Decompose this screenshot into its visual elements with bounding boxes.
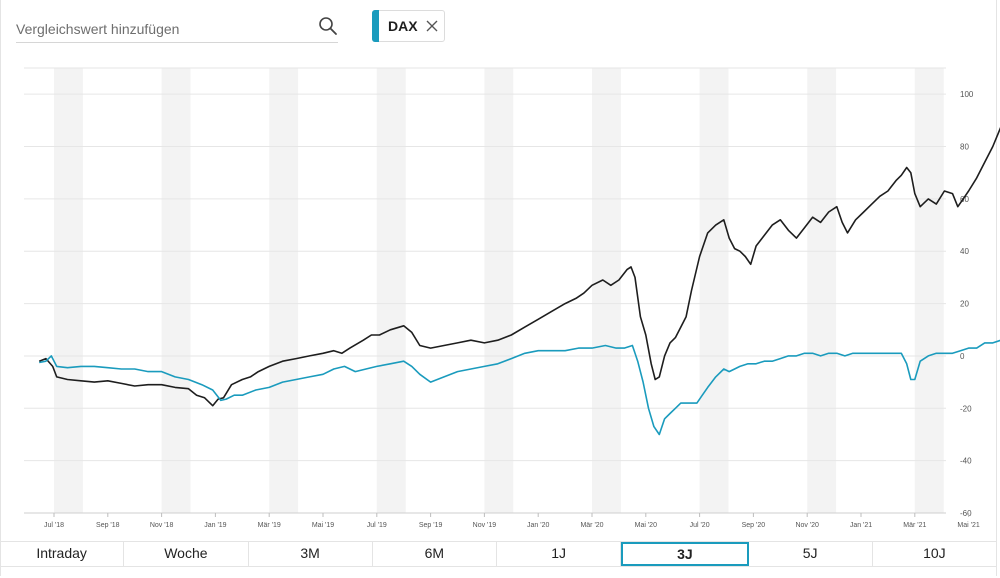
y-tick-label: -20 xyxy=(960,404,972,413)
timeframe-tabs: Intraday Woche 3M 6M 1J 3J 5J 10J xyxy=(0,541,996,567)
y-tick-label: -60 xyxy=(960,509,972,518)
x-tick-label: Mai '19 xyxy=(312,522,334,529)
x-tick-label: Nov '20 xyxy=(795,522,819,529)
x-tick-label: Jul '19 xyxy=(367,522,387,529)
chip-label: DAX xyxy=(388,18,418,34)
y-tick-label: 60 xyxy=(960,195,969,204)
dax-chip: DAX xyxy=(372,10,445,42)
month-band xyxy=(484,68,514,513)
month-band xyxy=(376,68,406,513)
x-tick-label: Mai '21 xyxy=(957,522,979,529)
close-icon[interactable] xyxy=(426,20,438,32)
tab-woche[interactable]: Woche xyxy=(124,542,249,566)
search-icon[interactable] xyxy=(318,16,338,36)
month-band xyxy=(592,68,621,513)
y-tick-label: -40 xyxy=(960,457,972,466)
month-band xyxy=(161,68,191,513)
x-tick-label: Sep '20 xyxy=(742,522,766,529)
month-band xyxy=(699,68,729,513)
chip-color-bar xyxy=(372,10,379,42)
x-tick-label: Mai '20 xyxy=(635,522,657,529)
tab-10j[interactable]: 10J xyxy=(923,545,946,561)
compare-search xyxy=(16,14,338,43)
series-line-0 xyxy=(38,126,1000,407)
x-tick-label: Jan '19 xyxy=(204,522,226,529)
x-tick-label: Jul '18 xyxy=(44,522,64,529)
tab-3j[interactable]: 3J xyxy=(621,542,749,566)
month-band xyxy=(269,68,299,513)
tab-1j[interactable]: 1J xyxy=(497,542,622,566)
y-tick-label: 20 xyxy=(960,300,969,309)
x-tick-label: Nov '18 xyxy=(150,522,174,529)
month-band xyxy=(914,68,944,513)
x-tick-label: Nov '19 xyxy=(473,522,497,529)
y-tick-label: 0 xyxy=(960,352,965,361)
tab-5j[interactable]: 5J xyxy=(749,542,873,566)
y-tick-label: 100 xyxy=(960,90,974,99)
month-band xyxy=(54,68,83,513)
x-tick-label: Jan '20 xyxy=(527,522,549,529)
x-tick-label: Sep '18 xyxy=(96,522,120,529)
x-tick-label: Mär '20 xyxy=(580,522,603,529)
tab-3m[interactable]: 3M xyxy=(249,542,373,566)
y-tick-label: 80 xyxy=(960,143,969,152)
series-line-1 xyxy=(39,339,1000,436)
performance-chart: 100 80 60 40 20 0 -20 -40 -60 Jul '18 Sep '18 Nov '… xyxy=(24,67,1000,529)
tab-intraday[interactable]: Intraday xyxy=(0,542,125,566)
y-tick-label: 40 xyxy=(960,247,969,256)
month-band xyxy=(807,68,837,513)
x-tick-label: Mär '19 xyxy=(258,522,281,529)
x-tick-label: Mär '21 xyxy=(903,522,926,529)
tab-6m[interactable]: 6M xyxy=(373,542,497,566)
search-input[interactable] xyxy=(16,21,306,37)
x-tick-label: Jul '20 xyxy=(690,522,710,529)
x-tick-label: Sep '19 xyxy=(419,522,443,529)
x-tick-label: Jan '21 xyxy=(850,522,872,529)
